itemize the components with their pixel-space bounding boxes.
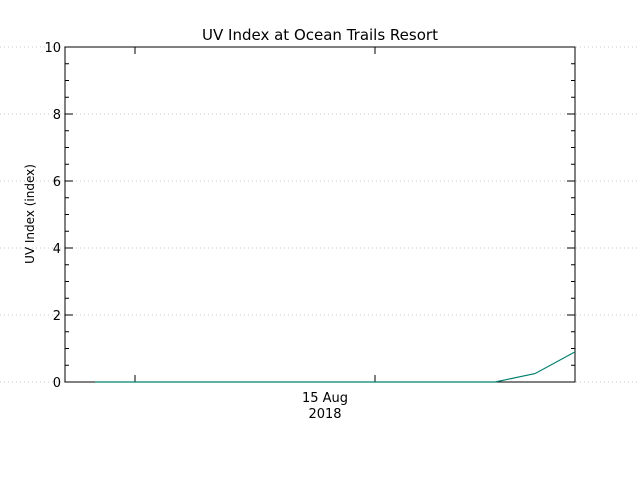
y-tick-label: 8 [53,108,61,123]
y-tick-label: 2 [53,309,61,324]
grid-layer [0,47,640,382]
y-axis-label: UV Index (index) [23,164,37,264]
x-tick-label-year: 2018 [308,407,341,422]
plot-frame [65,47,575,382]
y-tick-label: 10 [44,41,61,56]
y-tick-label: 4 [53,242,61,257]
chart-title: UV Index at Ocean Trails Resort [202,26,438,44]
y-tick-label: 0 [53,376,61,391]
y-tick-label: 6 [53,175,61,190]
x-tick-label-date: 15 Aug [302,391,348,406]
series-line [95,352,575,382]
series-layer [95,352,575,382]
tick-layer [65,47,575,382]
